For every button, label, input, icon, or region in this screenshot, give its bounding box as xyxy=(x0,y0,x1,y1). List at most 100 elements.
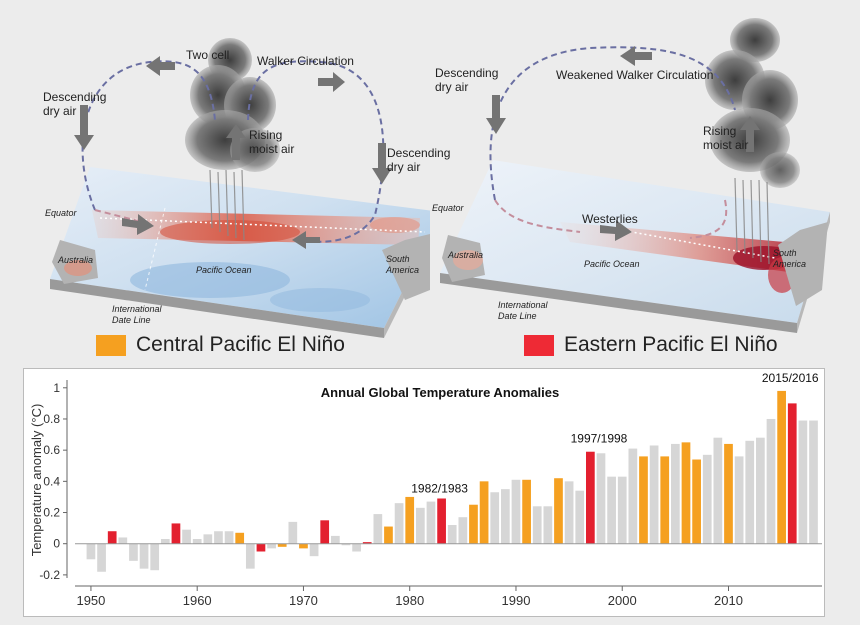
label-south-america: South America xyxy=(773,248,807,269)
bar-1964 xyxy=(235,532,245,544)
bar-2004 xyxy=(660,456,670,544)
bar-2000 xyxy=(617,476,627,544)
bar-1991 xyxy=(522,479,531,544)
south-america-landmass xyxy=(382,233,430,300)
bar-1958 xyxy=(171,523,181,544)
chart-title: Annual Global Temperature Anomalies xyxy=(321,385,559,400)
bar-1996 xyxy=(575,490,585,544)
x-tick-label: 2010 xyxy=(714,593,743,608)
annotation-label: 2015/2016 xyxy=(762,371,819,385)
bar-2014 xyxy=(766,418,776,544)
bar-2010 xyxy=(724,443,733,544)
label-rising-moist-air: Rising moist air xyxy=(249,128,295,156)
bar-1974 xyxy=(341,543,351,546)
temperature-chart-panel xyxy=(23,368,825,617)
bar-1978 xyxy=(384,526,393,544)
bar-1985 xyxy=(458,517,468,544)
bar-1979 xyxy=(394,503,404,544)
bar-1995 xyxy=(564,481,574,544)
bar-1959 xyxy=(182,529,191,544)
y-tick-label: 0.2 xyxy=(43,506,60,520)
label-descending-left: Descending dry air xyxy=(43,90,107,118)
y-tick-label: 1 xyxy=(53,381,60,395)
label-australia: Australia xyxy=(58,255,94,265)
bar-1984 xyxy=(447,524,457,544)
legend-central-pacific: Central Pacific El Niño xyxy=(96,333,345,357)
bar-1969 xyxy=(288,521,298,544)
bar-1950 xyxy=(86,543,96,560)
bar-2013 xyxy=(756,437,765,544)
bar-1961 xyxy=(203,534,213,544)
label-pacific-ocean: Pacific Ocean xyxy=(196,265,252,275)
bar-1957 xyxy=(160,539,170,544)
bar-1993 xyxy=(543,506,553,544)
bar-1966 xyxy=(256,543,266,552)
bar-1988 xyxy=(490,492,500,544)
legend-swatch-eastern xyxy=(524,334,554,356)
bar-2009 xyxy=(713,437,723,544)
weakened-circulation-cell xyxy=(489,46,736,201)
bar-1999 xyxy=(607,476,616,544)
bar-1982 xyxy=(426,501,436,544)
bar-2017 xyxy=(798,420,808,544)
equator-line xyxy=(99,217,426,233)
bar-1967 xyxy=(267,543,276,549)
left-circulation-cell xyxy=(81,60,216,211)
bar-2002 xyxy=(639,456,648,544)
y-tick-label: 0.6 xyxy=(43,443,60,457)
x-tick-label: 1950 xyxy=(76,593,105,608)
cloud-icon xyxy=(185,38,280,172)
wind-arrows xyxy=(74,56,392,249)
label-equator: Equator xyxy=(432,203,464,213)
south-america-landmass xyxy=(778,222,828,306)
temperature-anomaly-chart: Annual Global Temperature Anomalies Temp… xyxy=(29,371,822,608)
bar-1992 xyxy=(532,506,542,544)
y-tick-label: -0.2 xyxy=(39,568,60,582)
bar-2011 xyxy=(734,456,744,544)
bar-1980 xyxy=(405,496,415,544)
y-tick-label: 0.4 xyxy=(43,474,60,488)
bar-1975 xyxy=(352,543,361,552)
bar-2018 xyxy=(809,420,818,544)
bar-2008 xyxy=(702,454,712,544)
bar-2016 xyxy=(787,403,797,544)
eastern-pacific-diagram xyxy=(440,18,830,333)
y-axis-label: Temperature anomaly (°C) xyxy=(29,404,44,557)
bar-1962 xyxy=(214,531,223,544)
bar-2015 xyxy=(777,390,786,544)
legend-swatch-central xyxy=(96,334,126,356)
bar-1973 xyxy=(330,535,340,544)
bar-2001 xyxy=(628,448,638,544)
label-rising-moist-air: Rising moist air xyxy=(703,124,749,152)
label-westerlies: Westerlies xyxy=(582,212,638,226)
x-tick-label: 1960 xyxy=(183,593,212,608)
bar-1983 xyxy=(437,498,446,544)
bar-1953 xyxy=(118,537,128,544)
label-pacific-ocean: Pacific Ocean xyxy=(584,259,640,269)
bar-2007 xyxy=(692,459,701,544)
bar-1981 xyxy=(415,507,425,544)
bar-1960 xyxy=(192,539,202,544)
bar-1970 xyxy=(299,543,308,549)
label-south-america: South America xyxy=(386,254,420,275)
right-circulation-cell xyxy=(247,60,385,243)
label-weakened-walker: Weakened Walker Circulation xyxy=(556,68,714,82)
bar-1990 xyxy=(511,479,521,544)
legend-eastern-pacific: Eastern Pacific El Niño xyxy=(524,333,778,357)
bar-1977 xyxy=(373,514,383,544)
bar-1997 xyxy=(585,451,595,544)
wind-arrows xyxy=(486,46,760,241)
x-tick-label: 1990 xyxy=(502,593,531,608)
bar-1951 xyxy=(97,543,106,572)
annotation-label: 1997/1998 xyxy=(571,432,628,446)
annotation-label: 1982/1983 xyxy=(411,482,468,496)
bar-2003 xyxy=(649,445,659,544)
x-tick-label: 1980 xyxy=(395,593,424,608)
y-tick-label: 0.8 xyxy=(43,412,60,426)
label-date-line: International Date Line xyxy=(112,304,162,325)
label-equator: Equator xyxy=(45,208,77,218)
cloud-icon xyxy=(705,18,800,188)
bar-1987 xyxy=(479,481,489,544)
bar-1971 xyxy=(309,543,319,557)
bar-2005 xyxy=(671,443,680,544)
